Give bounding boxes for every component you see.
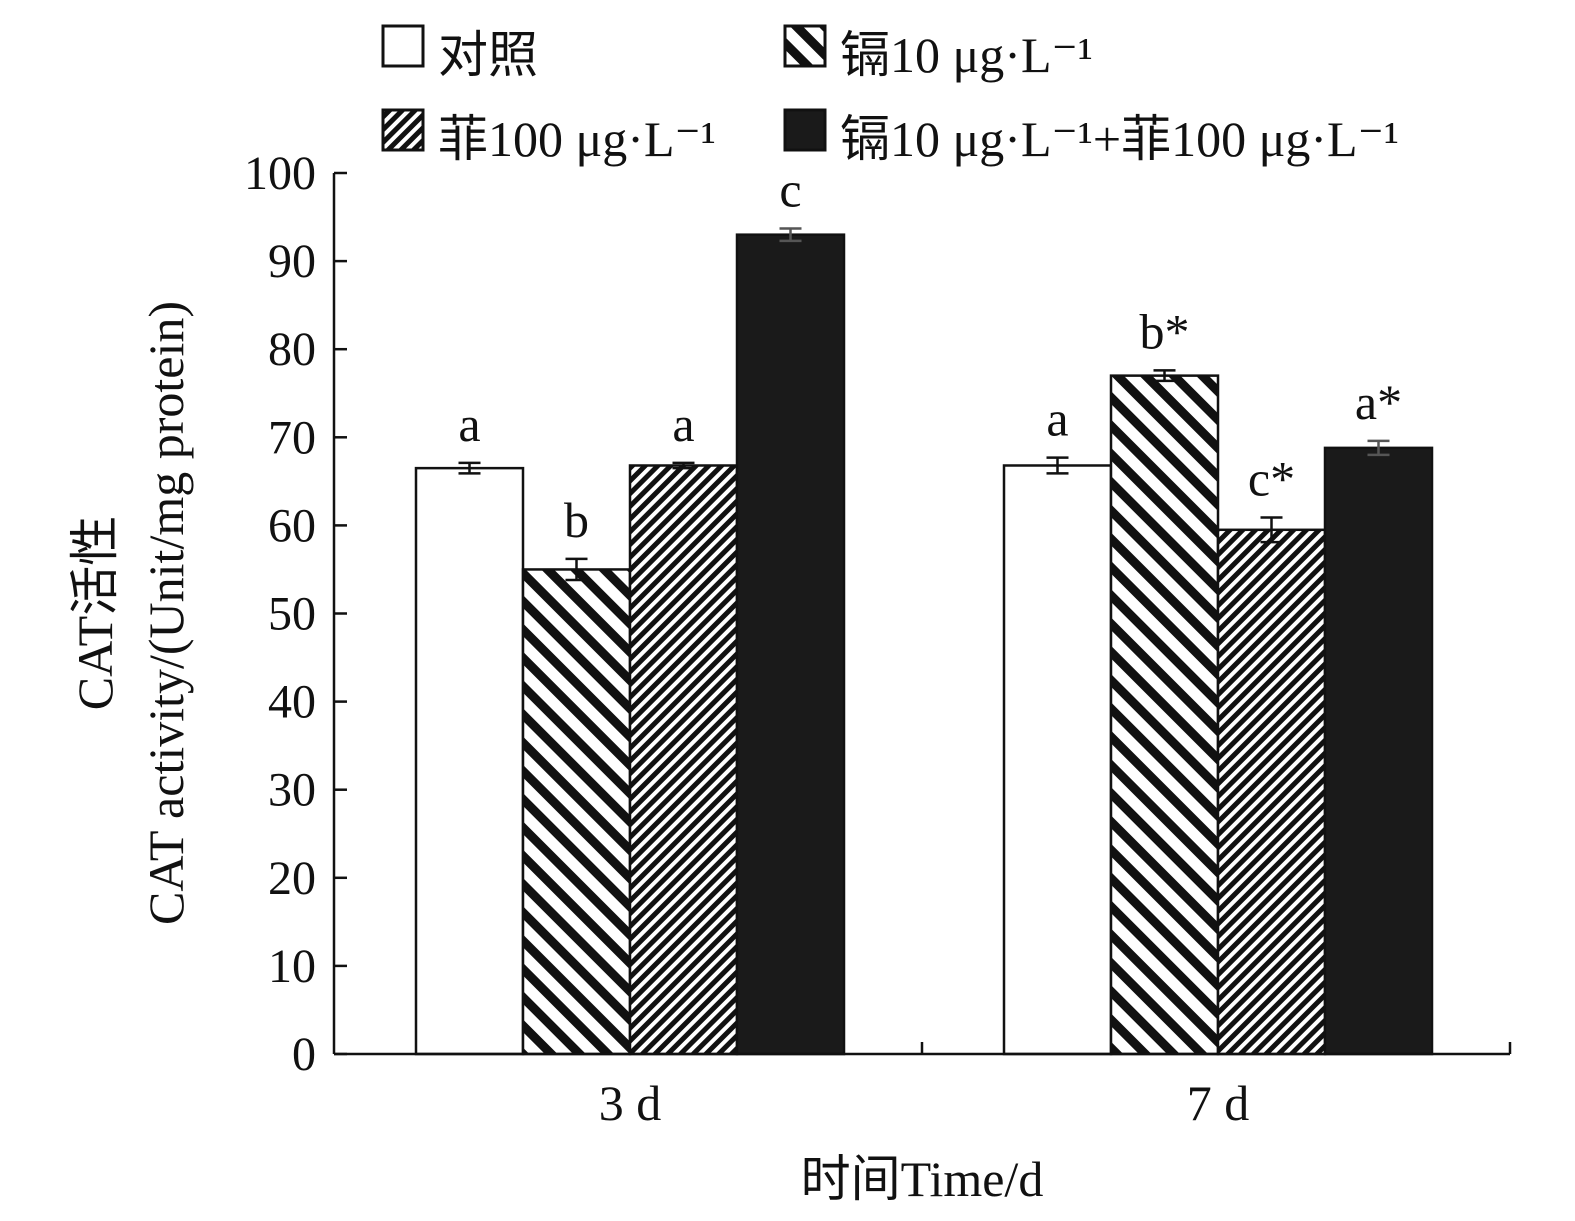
bar [521,568,632,1056]
y-tick-label: 50 [268,588,316,641]
bar [1216,528,1327,1056]
bar [1002,464,1113,1056]
significance-label: c [779,162,801,218]
error-bars [458,227,1390,582]
significance-label: a [672,396,694,452]
bar [735,233,846,1056]
x-axis: 3 d 7 d [599,1075,1250,1131]
significance-label: a [458,396,480,452]
significance-label: b* [1140,303,1190,359]
y-tick-label: 40 [268,676,316,729]
y-axis-title-en: CAT activity/(Unit/mg protein) [138,301,194,925]
bar [414,466,525,1056]
legend-swatch-1 [381,24,425,68]
legend-swatch-2 [783,24,827,68]
y-tick-label: 100 [244,147,316,200]
significance-label: a [1046,391,1068,447]
significance-label: a* [1355,374,1402,430]
x-category-label: 7 d [1187,1075,1250,1131]
axes [332,173,1512,1056]
bar [628,464,739,1056]
y-tick-label: 80 [268,323,316,376]
y-axis-title-cn: CAT活性 [67,516,123,710]
bar [1323,446,1434,1056]
significance-label: c* [1248,450,1295,506]
significance-labels: a b a c a b* c* a* [458,162,1402,548]
legend-swatch-3 [381,108,425,152]
y-tick-label: 60 [268,499,316,552]
y-axis: 0 10 20 30 40 50 60 70 80 90 100 [244,147,347,1081]
y-tick-label: 10 [268,940,316,993]
x-axis-title: 时间Time/d [801,1151,1044,1207]
bars [414,233,1434,1056]
y-tick-label: 30 [268,764,316,817]
legend-swatch-4 [783,108,827,152]
y-tick-label: 0 [292,1028,316,1081]
legend-label-1: 对照 [438,27,538,83]
y-tick-label: 90 [268,235,316,288]
legend-label-4: 镉10 μg·L⁻¹+菲100 μg·L⁻¹ [840,111,1399,167]
y-tick-label: 70 [268,411,316,464]
x-category-label: 3 d [599,1075,662,1131]
legend-label-2: 镉10 μg·L⁻¹ [840,27,1093,83]
legend-label-3: 菲100 μg·L⁻¹ [438,111,716,167]
y-tick-label: 20 [268,852,316,905]
bar [1109,374,1220,1056]
legend: 对照 镉10 μg·L⁻¹ 菲100 μg·L⁻¹ 镉10 μg·L⁻¹+菲100 μ… [381,24,1399,167]
significance-label: b [564,492,589,548]
